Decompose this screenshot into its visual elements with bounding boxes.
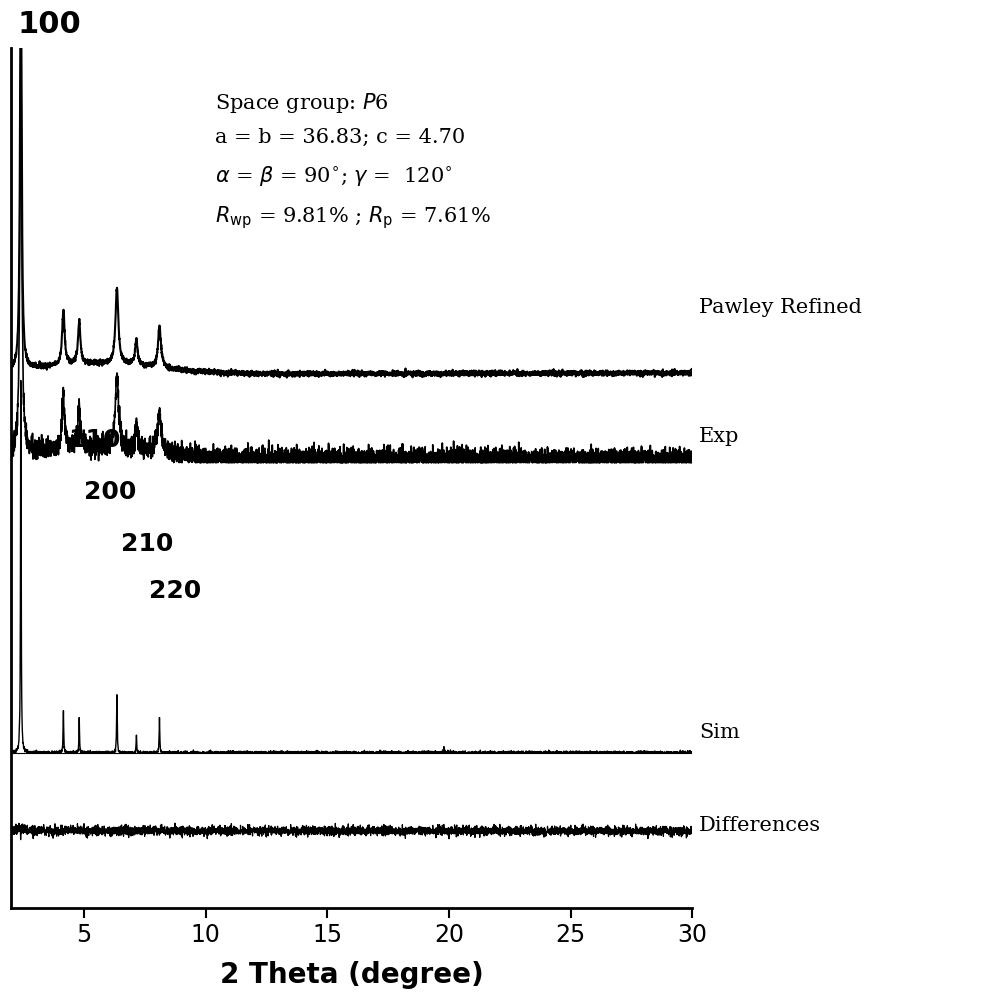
Text: 220: 220 bbox=[149, 579, 201, 603]
Text: 210: 210 bbox=[120, 532, 173, 556]
X-axis label: 2 Theta (degree): 2 Theta (degree) bbox=[219, 961, 484, 989]
Text: Space group: $\mathit{P}$6
a = b = 36.83; c = 4.70
$\alpha$ = $\beta$ = 90$^{\ci: Space group: $\mathit{P}$6 a = b = 36.83… bbox=[215, 91, 492, 231]
Text: Exp: Exp bbox=[699, 427, 740, 446]
Text: 200: 200 bbox=[84, 480, 136, 504]
Text: Sim: Sim bbox=[699, 723, 740, 742]
Text: 100: 100 bbox=[18, 10, 81, 39]
Text: Pawley Refined: Pawley Refined bbox=[699, 298, 862, 317]
Text: Differences: Differences bbox=[699, 816, 821, 835]
Text: 110: 110 bbox=[69, 428, 121, 452]
